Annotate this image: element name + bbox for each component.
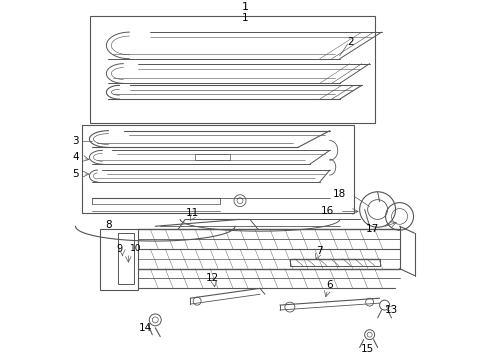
- Bar: [100, 229, 138, 290]
- Text: 7: 7: [317, 246, 323, 256]
- Text: 1: 1: [242, 13, 248, 23]
- Text: 2: 2: [348, 37, 354, 47]
- Bar: [195, 154, 230, 160]
- Text: 14: 14: [139, 323, 152, 333]
- Text: 3: 3: [72, 135, 79, 145]
- Text: 6: 6: [326, 280, 333, 291]
- Text: 4: 4: [72, 152, 79, 162]
- Text: 16: 16: [321, 207, 334, 216]
- Text: 5: 5: [72, 169, 79, 179]
- Text: 1: 1: [242, 3, 248, 12]
- Text: 10: 10: [130, 244, 142, 253]
- Text: 12: 12: [205, 274, 219, 283]
- Bar: [119, 233, 134, 284]
- Text: 8: 8: [105, 220, 112, 230]
- Text: 13: 13: [385, 305, 398, 315]
- Text: 17: 17: [366, 224, 379, 234]
- Text: 9: 9: [116, 244, 122, 254]
- Text: 11: 11: [186, 208, 199, 219]
- Text: 15: 15: [361, 345, 374, 355]
- Bar: [91, 16, 375, 123]
- Bar: [82, 125, 354, 213]
- Text: 18: 18: [333, 189, 346, 199]
